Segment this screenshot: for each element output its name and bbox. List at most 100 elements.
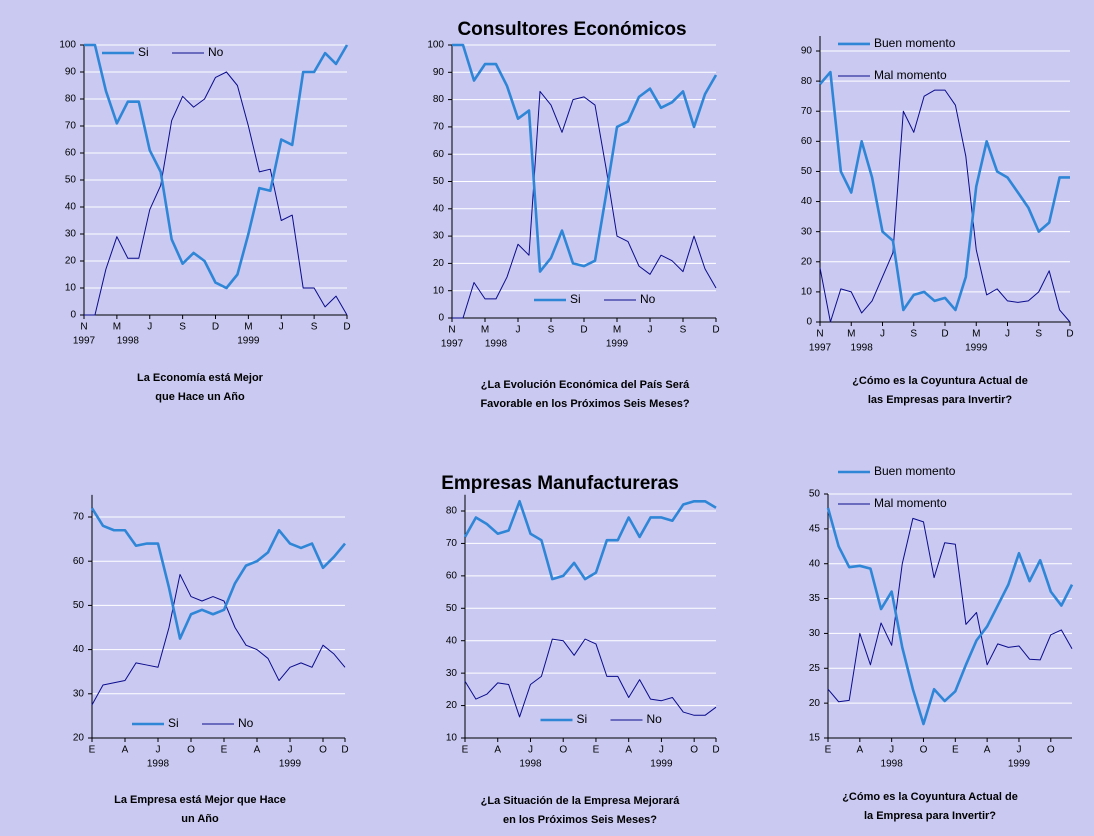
y-tick-label: 20 <box>73 733 85 744</box>
y-tick-label: 50 <box>65 175 77 186</box>
legend-label: Si <box>138 45 149 59</box>
legend-label: Si <box>570 292 581 306</box>
x-tick-label: S <box>179 322 186 333</box>
y-tick-label: 70 <box>65 121 77 132</box>
x-tick-label: D <box>212 322 219 333</box>
x-tick-label: J <box>147 322 152 333</box>
x-tick-label: A <box>122 745 129 756</box>
year-label: 1999 <box>237 336 260 347</box>
y-tick-label: 80 <box>801 76 813 87</box>
series-line <box>819 89 1071 323</box>
x-tick-label: E <box>221 745 228 756</box>
x-tick-label: N <box>816 329 823 340</box>
series-line <box>827 517 1073 703</box>
x-tick-label: S <box>548 325 555 336</box>
y-tick-label: 45 <box>809 523 821 534</box>
y-tick-label: 0 <box>806 317 812 328</box>
y-tick-label: 10 <box>801 287 813 298</box>
x-tick-label: E <box>825 745 832 756</box>
y-tick-label: 90 <box>65 67 77 78</box>
y-tick-label: 20 <box>65 256 77 267</box>
x-tick-label: J <box>528 745 533 756</box>
x-tick-label: D <box>712 325 719 336</box>
y-tick-label: 30 <box>809 628 821 639</box>
series-line <box>463 499 717 581</box>
y-tick-label: 50 <box>801 166 813 177</box>
y-tick-label: 50 <box>809 489 821 500</box>
x-tick-label: A <box>984 745 991 756</box>
y-tick-label: 90 <box>433 67 445 78</box>
y-tick-label: 15 <box>809 733 821 744</box>
x-tick-label: O <box>559 745 567 756</box>
legend-label: No <box>208 45 224 59</box>
y-tick-label: 40 <box>446 635 458 646</box>
y-tick-label: 90 <box>801 46 813 57</box>
x-tick-label: J <box>516 325 521 336</box>
series-line <box>452 43 718 273</box>
y-tick-label: 10 <box>433 285 445 296</box>
x-tick-label: D <box>941 329 948 340</box>
x-tick-label: O <box>319 745 327 756</box>
x-tick-label: N <box>448 325 455 336</box>
x-tick-label: D <box>712 745 719 756</box>
x-tick-label: E <box>89 745 96 756</box>
y-tick-label: 0 <box>438 313 444 324</box>
x-tick-label: A <box>625 745 632 756</box>
legend-label: No <box>640 292 656 306</box>
legend-label: Mal momento <box>874 68 947 82</box>
series-line <box>452 90 717 319</box>
legend-label: Buen momento <box>874 464 956 478</box>
year-label: 1998 <box>851 343 874 354</box>
x-tick-label: J <box>156 745 161 756</box>
x-tick-label: E <box>952 745 959 756</box>
x-tick-label: O <box>920 745 928 756</box>
x-tick-label: S <box>311 322 318 333</box>
series-line <box>84 43 349 290</box>
year-label: 1998 <box>147 759 170 770</box>
x-tick-label: E <box>593 745 600 756</box>
y-tick-label: 40 <box>433 203 445 214</box>
y-tick-label: 20 <box>801 256 813 267</box>
x-tick-label: M <box>481 325 489 336</box>
y-tick-label: 80 <box>446 506 458 517</box>
x-tick-label: D <box>1066 329 1073 340</box>
y-tick-label: 100 <box>427 40 444 51</box>
chart-caption: ¿La Evolución Económica del País Será <box>481 379 690 391</box>
y-tick-label: 35 <box>809 593 821 604</box>
x-tick-label: S <box>1035 329 1042 340</box>
year-label: 1998 <box>117 336 140 347</box>
chart-caption: La Empresa está Mejor que Hace <box>114 794 286 806</box>
legend-label: No <box>647 712 663 726</box>
year-label: 1999 <box>606 339 629 350</box>
year-label: 1999 <box>965 343 988 354</box>
x-tick-label: D <box>341 745 348 756</box>
section-heading: Consultores Económicos <box>457 19 686 40</box>
legend-label: Buen momento <box>874 36 956 50</box>
y-tick-label: 60 <box>433 149 445 160</box>
y-tick-label: 0 <box>70 310 76 321</box>
series-line <box>819 70 1070 312</box>
y-tick-label: 70 <box>73 512 85 523</box>
chart-caption: las Empresas para Invertir? <box>868 394 1013 406</box>
year-label: 1998 <box>485 339 508 350</box>
section-heading: Empresas Manufactureras <box>441 473 679 494</box>
year-label: 1998 <box>881 759 904 770</box>
y-tick-label: 20 <box>446 700 458 711</box>
chart-caption: un Año <box>181 813 219 825</box>
x-tick-label: J <box>889 745 894 756</box>
year-label: 1997 <box>73 336 96 347</box>
legend-label: Si <box>168 716 179 730</box>
year-label: 1997 <box>441 339 464 350</box>
chart-caption: que Hace un Año <box>155 391 245 403</box>
y-tick-label: 10 <box>65 283 77 294</box>
x-tick-label: N <box>80 322 87 333</box>
x-tick-label: M <box>972 329 980 340</box>
x-tick-label: D <box>580 325 587 336</box>
x-tick-label: J <box>1016 745 1021 756</box>
chart-caption: en los Próximos Seis Meses? <box>503 814 657 826</box>
y-tick-label: 50 <box>446 603 458 614</box>
chart-caption: ¿La Situación de la Empresa Mejorará <box>481 795 681 807</box>
y-tick-label: 40 <box>65 202 77 213</box>
series-line <box>91 573 346 706</box>
